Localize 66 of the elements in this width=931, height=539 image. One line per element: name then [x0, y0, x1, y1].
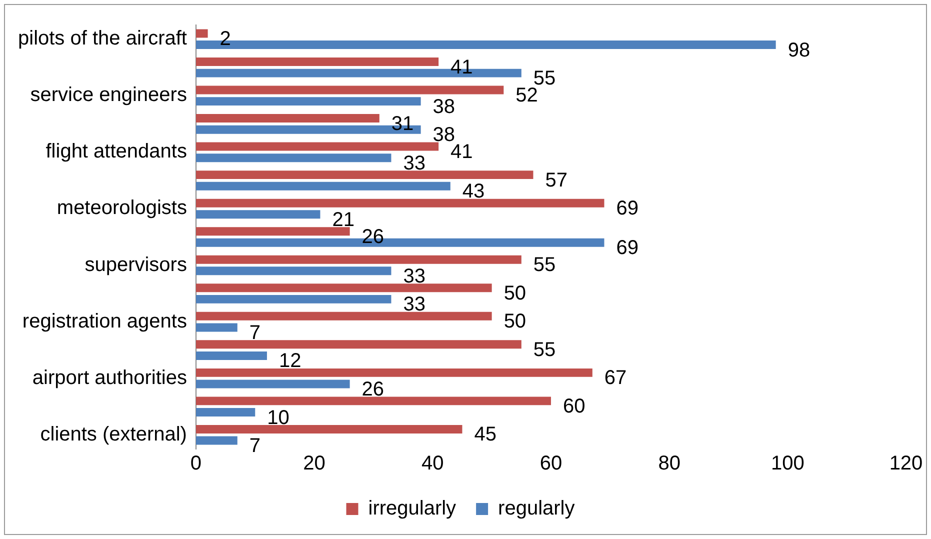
bar — [196, 198, 604, 208]
bar — [196, 284, 492, 292]
bar — [196, 58, 439, 66]
x-tick-label: 0 — [190, 452, 202, 475]
data-label: 50 — [504, 310, 526, 333]
bar — [196, 114, 380, 123]
bar — [196, 266, 392, 276]
bar — [196, 408, 256, 416]
data-label: 12 — [278, 350, 302, 372]
bar — [196, 424, 462, 434]
data-label: 21 — [332, 208, 354, 231]
data-label: 43 — [462, 180, 485, 203]
x-tick-label: 80 — [658, 452, 680, 475]
y-tick-label: pilots of the aircraft — [18, 28, 188, 50]
bar — [196, 396, 551, 406]
bar — [196, 170, 534, 180]
y-tick-label: registration agents — [22, 310, 187, 332]
y-tick-label: meteorologists — [56, 197, 187, 220]
y-tick-label: airport authorities — [32, 366, 187, 389]
data-label: 50 — [504, 282, 526, 304]
y-tick-label: flight attendants — [46, 140, 187, 163]
data-label: 7 — [249, 435, 261, 458]
bar — [196, 29, 208, 38]
bar — [196, 323, 238, 332]
bar — [196, 294, 392, 304]
x-tick-label: 120 — [889, 452, 923, 475]
data-label: 33 — [403, 152, 426, 174]
bar — [196, 351, 267, 360]
data-label: 52 — [516, 84, 538, 107]
y-tick-label: supervisors — [84, 254, 187, 276]
bar — [196, 182, 450, 190]
legend-label: regularly — [498, 498, 575, 520]
data-label: 33 — [403, 294, 426, 316]
bar — [196, 340, 522, 349]
y-tick-label: service engineers — [30, 84, 187, 106]
data-label: 55 — [533, 338, 556, 361]
legend-label: irregularly — [368, 498, 456, 520]
bar — [196, 97, 421, 106]
bar — [196, 227, 350, 236]
data-label: 67 — [604, 367, 627, 390]
bar — [196, 255, 522, 264]
bar — [196, 210, 320, 219]
bar — [196, 368, 592, 377]
x-tick-label: 60 — [540, 452, 562, 475]
bar — [196, 312, 492, 320]
data-label: 7 — [249, 322, 261, 344]
bar — [196, 380, 350, 388]
data-label: 57 — [545, 169, 568, 192]
bar — [196, 86, 504, 94]
data-label: 38 — [432, 96, 456, 118]
bar — [196, 142, 439, 151]
x-tick-label: 40 — [422, 452, 444, 475]
data-label: 45 — [474, 424, 496, 446]
data-label: 98 — [788, 39, 810, 62]
data-label: 69 — [616, 198, 638, 220]
data-label: 33 — [403, 265, 426, 288]
y-tick-label: clients (external) — [40, 423, 187, 446]
data-label: 60 — [562, 395, 586, 418]
bar — [196, 436, 238, 445]
data-label: 10 — [267, 406, 290, 429]
data-label: 69 — [616, 237, 638, 260]
x-tick-label: 20 — [303, 452, 326, 475]
data-label: 55 — [533, 254, 556, 276]
x-tick-label: 100 — [770, 452, 804, 475]
data-label: 26 — [362, 378, 384, 400]
bar — [196, 154, 392, 162]
